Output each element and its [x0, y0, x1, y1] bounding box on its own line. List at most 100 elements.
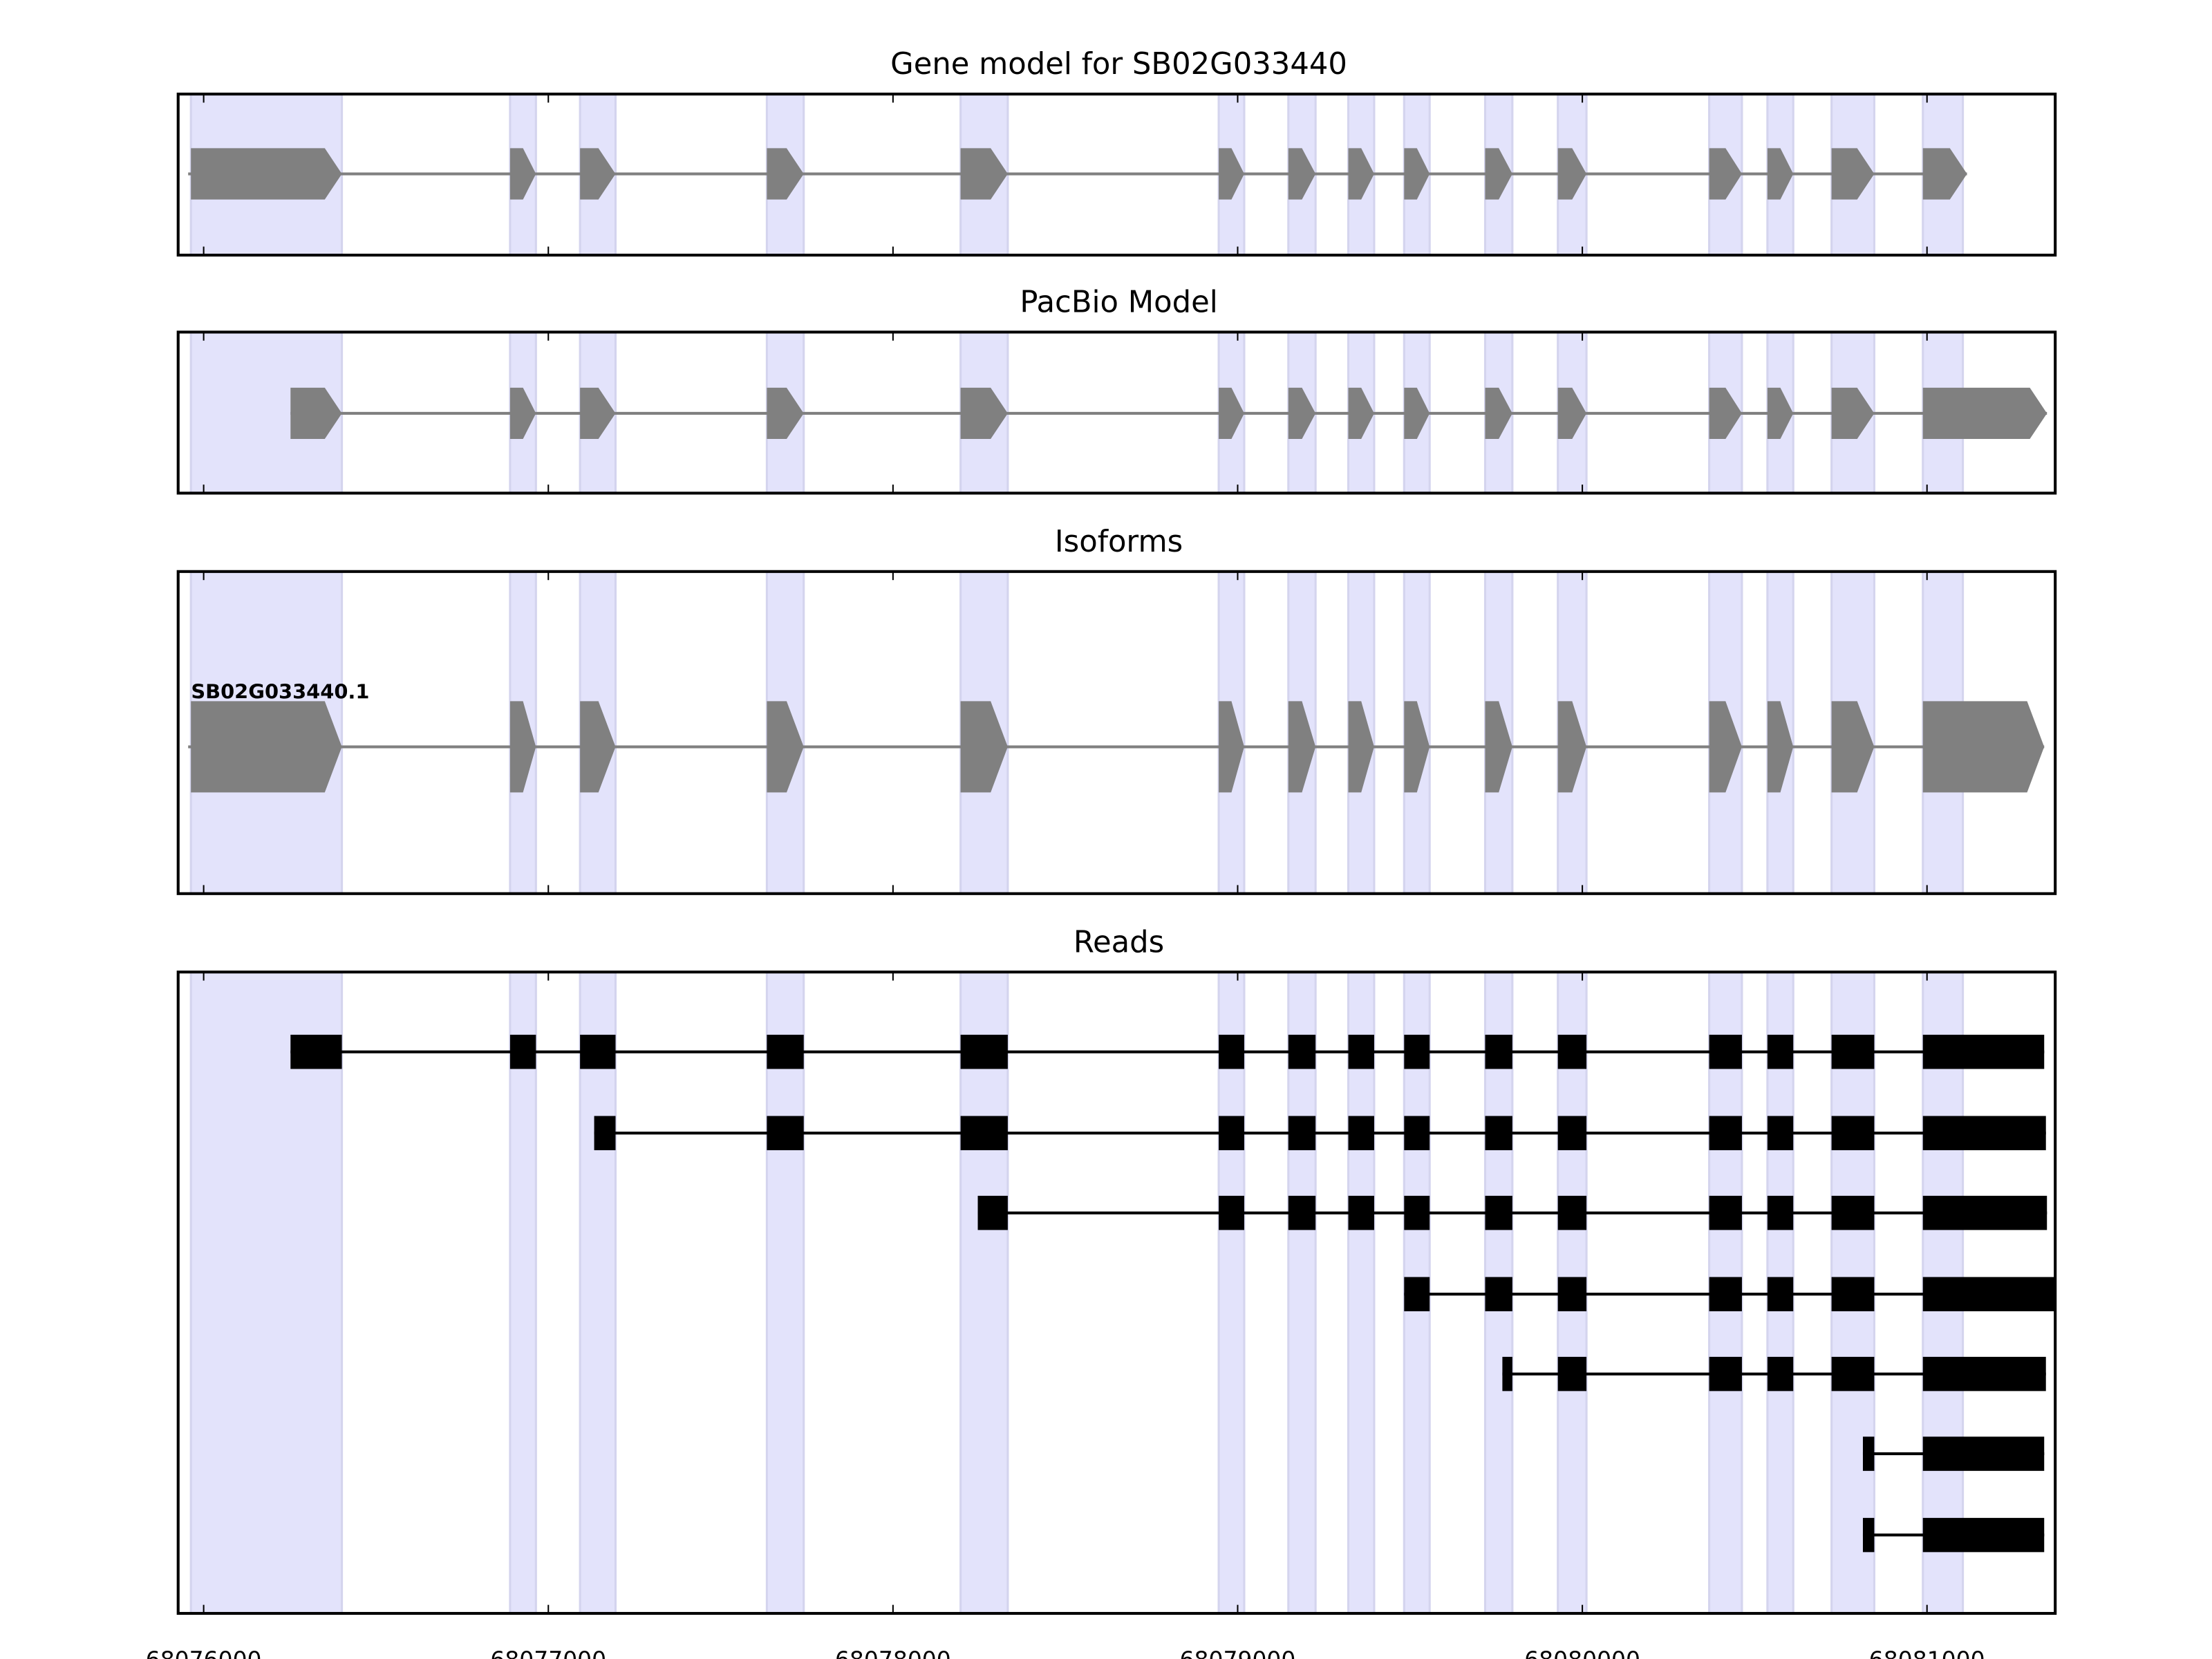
panel-frame — [176, 93, 2057, 257]
read-exon-block — [580, 1034, 616, 1069]
read-exon-block — [1767, 1034, 1794, 1069]
exon-arrow — [960, 148, 1008, 200]
panel-frame — [176, 570, 2057, 895]
read-exon-block — [1922, 1195, 2047, 1230]
read-exon-block — [1709, 1277, 1742, 1311]
x-tick-label: 68081000 — [1869, 1646, 1985, 1659]
read-exon-block — [1922, 1034, 2045, 1069]
read-exon-block — [1288, 1116, 1316, 1150]
exon-arrow — [1348, 387, 1374, 440]
exon-shade-region — [509, 971, 537, 1615]
read-exon-block — [1502, 1356, 1512, 1391]
exon-arrow — [1831, 148, 1875, 200]
exon-arrow — [1404, 701, 1430, 793]
read-exon-block — [1348, 1116, 1374, 1150]
read-exon-block — [1862, 1436, 1875, 1471]
x-tick-label: 68078000 — [835, 1646, 951, 1659]
exon-shade-region — [1347, 971, 1376, 1615]
panel-frame — [176, 330, 2057, 495]
exon-arrow — [1485, 387, 1512, 440]
read-exon-block — [1831, 1277, 1875, 1311]
read-exon-block — [1557, 1195, 1587, 1230]
exon-arrow — [1831, 387, 1875, 440]
read-exon-block — [1709, 1195, 1742, 1230]
exon-arrow — [1922, 148, 1967, 200]
exon-arrow — [1557, 701, 1587, 793]
read-exon-block — [1767, 1277, 1794, 1311]
read-exon-block — [1348, 1034, 1374, 1069]
exon-arrow — [580, 701, 616, 793]
read-exon-block — [1831, 1034, 1875, 1069]
exon-arrow — [191, 148, 342, 200]
read-exon-block — [1348, 1195, 1374, 1230]
panel-frame — [176, 971, 2057, 1615]
read-exon-block — [1485, 1277, 1512, 1311]
read-exon-block — [1709, 1356, 1742, 1391]
read-exon-block — [1219, 1034, 1244, 1069]
read-exon-block — [1709, 1034, 1742, 1069]
read-exon-block — [1922, 1277, 2056, 1311]
read-exon-block — [1557, 1034, 1587, 1069]
exon-arrow — [1709, 387, 1742, 440]
exon-arrow — [580, 148, 616, 200]
exon-arrow — [1767, 148, 1794, 200]
exon-arrow — [1709, 148, 1742, 200]
exon-arrow — [1767, 387, 1794, 440]
read-exon-block — [977, 1195, 1008, 1230]
read-exon-block — [960, 1116, 1008, 1150]
exon-arrow — [1709, 701, 1742, 793]
exon-arrow — [509, 387, 536, 440]
exon-arrow — [191, 701, 342, 793]
x-tick-label: 68077000 — [490, 1646, 606, 1659]
exon-arrow — [1219, 701, 1244, 793]
x-tick-label: 68079000 — [1180, 1646, 1296, 1659]
read-exon-block — [767, 1034, 804, 1069]
exon-arrow — [290, 387, 342, 440]
exon-arrow — [1219, 387, 1244, 440]
exon-arrow — [767, 387, 804, 440]
read-exon-block — [1404, 1034, 1430, 1069]
exon-arrow — [580, 387, 616, 440]
read-exon-block — [1767, 1116, 1794, 1150]
read-exon-block — [1767, 1195, 1794, 1230]
read-exon-block — [767, 1116, 804, 1150]
read-exon-block — [960, 1034, 1008, 1069]
read-exon-block — [1288, 1195, 1316, 1230]
read-exon-block — [1485, 1116, 1512, 1150]
read-exon-block — [1831, 1116, 1875, 1150]
read-exon-block — [1922, 1436, 2045, 1471]
exon-arrow — [1404, 387, 1430, 440]
read-exon-block — [1831, 1356, 1875, 1391]
exon-arrow — [1922, 387, 2047, 440]
read-exon-block — [1485, 1034, 1512, 1069]
read-exon-block — [1922, 1517, 2045, 1553]
isoform-label: SB02G033440.1 — [191, 679, 369, 703]
exon-shade-region — [959, 971, 1009, 1615]
exon-arrow — [1922, 701, 2045, 793]
read-exon-block — [1219, 1116, 1244, 1150]
panel-title-pacbio: PacBio Model — [1020, 285, 1217, 320]
exon-arrow — [1404, 148, 1430, 200]
exon-arrow — [960, 701, 1008, 793]
read-exon-block — [1767, 1356, 1794, 1391]
exon-arrow — [1831, 701, 1875, 793]
exon-arrow — [767, 701, 804, 793]
read-exon-block — [1862, 1517, 1875, 1553]
read-exon-block — [1404, 1277, 1430, 1311]
exon-arrow — [1288, 148, 1316, 200]
x-tick-label: 68076000 — [146, 1646, 262, 1659]
exon-arrow — [960, 387, 1008, 440]
read-exon-block — [594, 1116, 616, 1150]
read-exon-block — [1288, 1034, 1316, 1069]
read-exon-block — [1404, 1116, 1430, 1150]
exon-arrow — [1288, 387, 1316, 440]
read-exon-block — [290, 1034, 342, 1069]
read-exon-block — [1922, 1356, 2046, 1391]
exon-arrow — [1348, 148, 1374, 200]
read-exon-block — [1831, 1195, 1875, 1230]
exon-arrow — [1557, 148, 1587, 200]
exon-arrow — [1557, 387, 1587, 440]
exon-arrow — [767, 148, 804, 200]
read-exon-block — [1485, 1195, 1512, 1230]
